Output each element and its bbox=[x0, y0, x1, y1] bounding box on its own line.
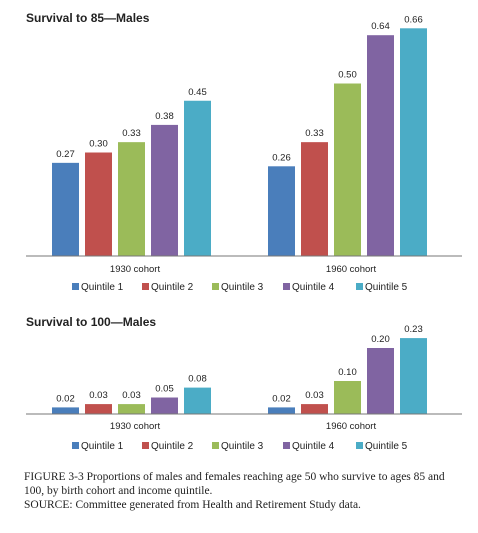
data-label: 0.30 bbox=[89, 139, 108, 150]
data-label: 0.02 bbox=[56, 393, 75, 404]
bar-1960-cohort-quintile-4 bbox=[367, 348, 394, 414]
legend-label: Quintile 5 bbox=[365, 441, 408, 452]
legend-swatch bbox=[356, 283, 363, 290]
legend-swatch bbox=[142, 442, 149, 449]
legend: Quintile 1 Quintile 2 Quintile 3 Quintile 4… bbox=[72, 441, 408, 452]
bar-1930-cohort-quintile-4 bbox=[151, 124, 178, 257]
figure-number: FIGURE 3-3 bbox=[24, 471, 84, 483]
legend-label: Quintile 3 bbox=[221, 441, 264, 452]
data-label: 0.26 bbox=[272, 152, 291, 163]
bar-1960-cohort-quintile-2 bbox=[301, 142, 328, 256]
bar-1960-cohort-quintile-1 bbox=[268, 166, 295, 256]
legend-swatch bbox=[72, 442, 79, 449]
data-label: 0.03 bbox=[122, 390, 141, 401]
legend-label: Quintile 5 bbox=[365, 282, 408, 293]
data-label: 0.33 bbox=[305, 128, 324, 139]
data-label: 0.38 bbox=[155, 111, 174, 122]
caption-text: FIGURE 3-3 Proportions of males and fema… bbox=[24, 470, 464, 498]
legend-swatch bbox=[212, 442, 219, 449]
data-label: 0.03 bbox=[305, 390, 324, 401]
data-label: 0.64 bbox=[371, 21, 390, 32]
bar-1960-cohort-quintile-3 bbox=[334, 83, 361, 256]
bar-1930-cohort-quintile-2 bbox=[85, 404, 112, 414]
legend: Quintile 1 Quintile 2 Quintile 3 Quintile 4… bbox=[72, 282, 408, 293]
chart-survival-100: Survival to 100—Males 0.02 0.03 0.030.050.… bbox=[26, 315, 462, 452]
legend-label: Quintile 1 bbox=[81, 282, 124, 293]
category-label-1960: 1960 cohort bbox=[326, 421, 377, 432]
data-label: 0.20 bbox=[371, 334, 390, 345]
data-label: 0.23 bbox=[404, 324, 423, 335]
bars-group: 0.27 0.30 0.33 0.38 0.45 0.26 0.33 0.50 0.64 0.66 bbox=[52, 14, 427, 257]
data-label: 0.02 bbox=[272, 393, 291, 404]
bar-1960-cohort-quintile-5 bbox=[400, 28, 427, 256]
bar-1960-cohort-quintile-2 bbox=[301, 404, 328, 414]
bar-1930-cohort-quintile-3 bbox=[118, 142, 145, 256]
category-label-1930: 1930 cohort bbox=[110, 421, 161, 432]
bar-1930-cohort-quintile-3 bbox=[118, 404, 145, 414]
legend-label: Quintile 2 bbox=[151, 441, 194, 452]
bar-1930-cohort-quintile-1 bbox=[52, 407, 79, 414]
bar-1960-cohort-quintile-3 bbox=[334, 381, 361, 414]
legend-swatch bbox=[72, 283, 79, 290]
legend-swatch bbox=[142, 283, 149, 290]
caption-description: Proportions of males and females reachin… bbox=[24, 471, 445, 497]
legend-label: Quintile 4 bbox=[292, 282, 335, 293]
legend-label: Quintile 4 bbox=[292, 441, 335, 452]
data-label: 0.50 bbox=[338, 70, 357, 81]
data-label: 0.27 bbox=[56, 149, 75, 160]
bar-1960-cohort-quintile-1 bbox=[268, 407, 295, 414]
legend-label: Quintile 3 bbox=[221, 282, 264, 293]
bar-1960-cohort-quintile-5 bbox=[400, 338, 427, 414]
legend-label: Quintile 2 bbox=[151, 282, 194, 293]
bars-group: 0.02 0.03 0.03 0.05 0.08 0.02 0.03 0.10 0.20 0.23 bbox=[52, 324, 427, 414]
data-label: 0.10 bbox=[338, 367, 357, 378]
data-label: 0.03 bbox=[89, 390, 108, 401]
bar-1930-cohort-quintile-5 bbox=[184, 387, 211, 414]
chart-survival-85: Survival to 85—Males 0.27 0.30 0.33 0.38 0.4… bbox=[26, 11, 462, 293]
bar-1930-cohort-quintile-4 bbox=[151, 397, 178, 414]
bar-1930-cohort-quintile-2 bbox=[85, 152, 112, 256]
data-label: 0.66 bbox=[404, 14, 423, 25]
legend-swatch bbox=[356, 442, 363, 449]
data-label: 0.05 bbox=[155, 384, 174, 395]
chart-title: Survival to 85—Males bbox=[26, 11, 150, 25]
bar-1960-cohort-quintile-4 bbox=[367, 35, 394, 257]
category-label-1930: 1930 cohort bbox=[110, 264, 161, 275]
figure-caption: FIGURE 3-3 Proportions of males and fema… bbox=[24, 470, 464, 512]
legend-label: Quintile 1 bbox=[81, 441, 124, 452]
data-label: 0.45 bbox=[188, 87, 207, 98]
caption-source: SOURCE: Committee generated from Health … bbox=[24, 499, 361, 511]
category-label-1960: 1960 cohort bbox=[326, 264, 377, 275]
legend-swatch bbox=[283, 283, 290, 290]
chart-title: Survival to 100—Males bbox=[26, 315, 156, 329]
legend-swatch bbox=[283, 442, 290, 449]
bar-1930-cohort-quintile-5 bbox=[184, 100, 211, 256]
bar-1930-cohort-quintile-1 bbox=[52, 162, 79, 256]
legend-swatch bbox=[212, 283, 219, 290]
data-label: 0.08 bbox=[188, 374, 207, 385]
data-label: 0.33 bbox=[122, 128, 141, 139]
